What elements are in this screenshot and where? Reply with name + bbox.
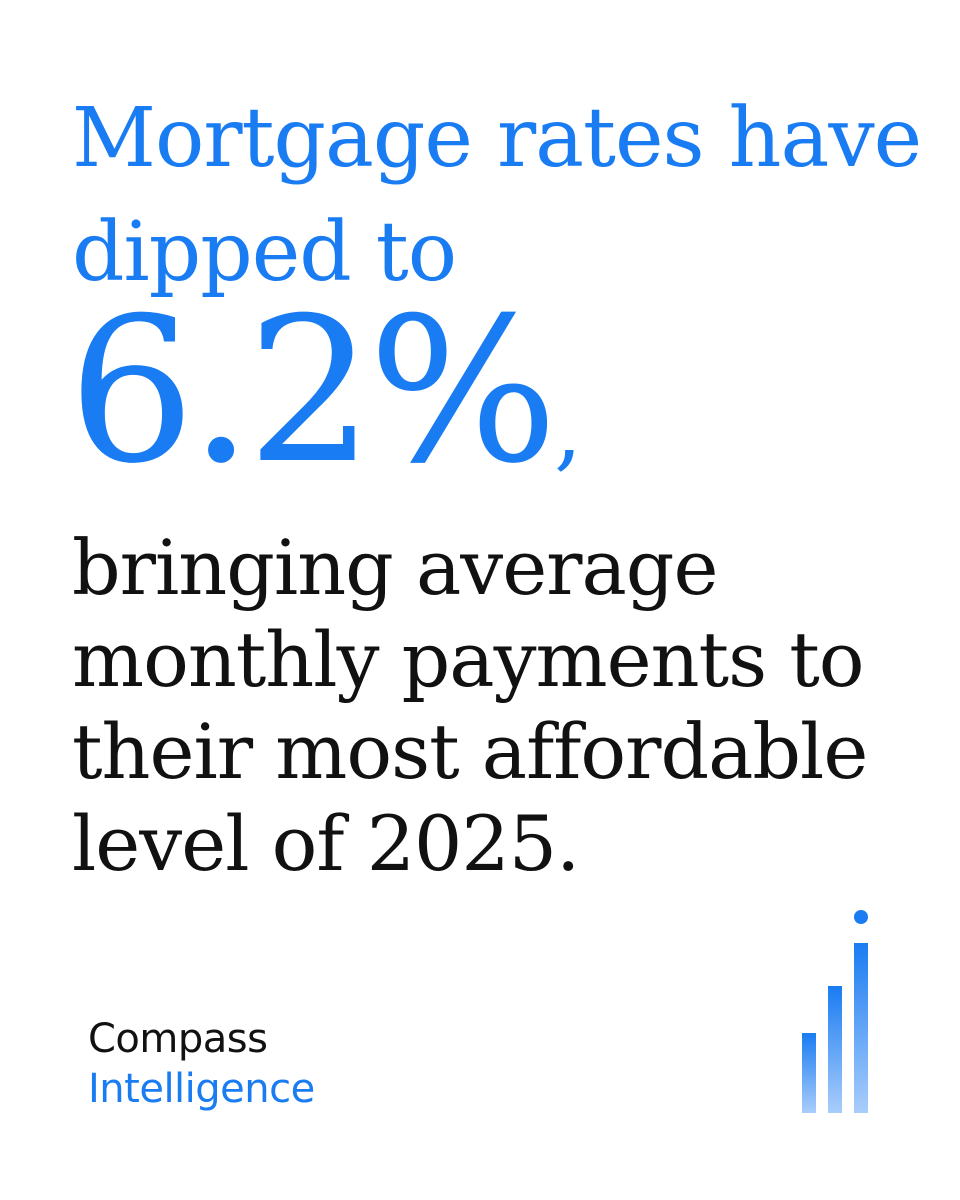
body-line-2: monthly payments to — [72, 615, 865, 704]
logo-bar-short — [802, 1033, 816, 1113]
rate-value: 6.2% — [68, 275, 558, 508]
logo-word-compass: Compass — [88, 1016, 268, 1062]
headline-line-1: Mortgage rates have — [72, 91, 922, 186]
rate-comma: , — [554, 378, 583, 481]
body-line-3: their most affordable — [72, 707, 868, 796]
logo-bar-tall — [854, 943, 868, 1113]
body-line-4: level of 2025. — [72, 799, 580, 888]
compass-intelligence-logo: Compass Intelligence — [88, 1014, 315, 1114]
rate-stat: 6.2%, — [68, 292, 582, 530]
headline: Mortgage rates have dipped to — [72, 82, 922, 310]
logo-dot — [854, 910, 868, 924]
body-text: bringing average monthly payments to the… — [72, 522, 868, 890]
logo-word-intelligence: Intelligence — [88, 1066, 315, 1112]
body-line-1: bringing average — [72, 523, 718, 612]
logo-bar-medium — [828, 986, 842, 1113]
rising-bars-logo-icon — [802, 910, 868, 1113]
headline-line-2: dipped to — [72, 205, 457, 300]
